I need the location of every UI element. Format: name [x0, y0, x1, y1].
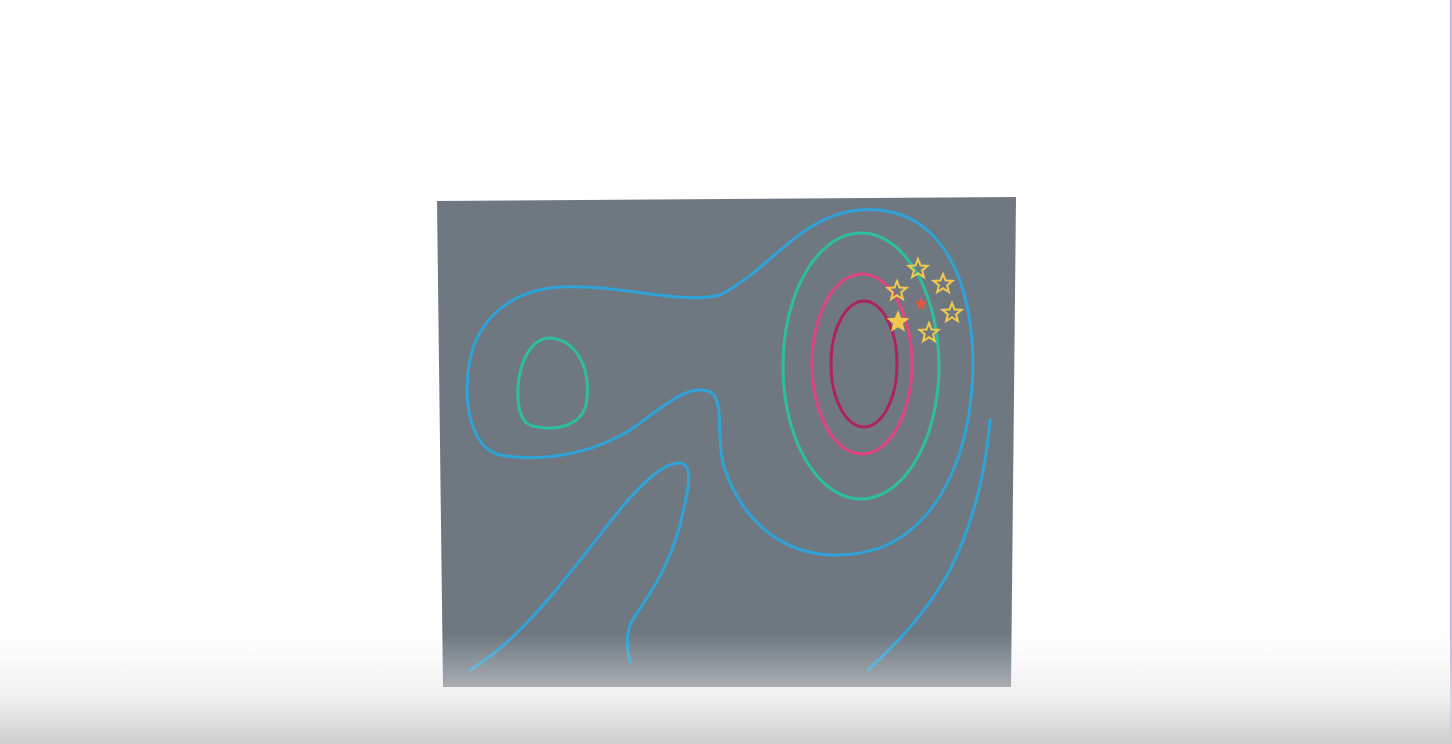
mid-contour-peak	[781, 231, 941, 501]
star-outline-icon	[916, 320, 942, 344]
star-outline-icon	[905, 256, 931, 280]
star-outline-icon	[884, 278, 910, 302]
contour-panel	[437, 197, 1016, 687]
core-contour	[829, 299, 899, 429]
outer-contour-left-tail	[468, 461, 691, 672]
star-outline-icon	[930, 271, 956, 295]
window-edge	[1450, 0, 1452, 744]
outer-contour	[465, 208, 975, 557]
star-outline-icon	[939, 300, 965, 324]
star-markers	[884, 256, 965, 344]
star-small-icon	[914, 297, 928, 310]
star-filled-icon	[886, 310, 910, 332]
inner-contour	[810, 272, 914, 456]
mid-contour-left	[516, 336, 589, 430]
